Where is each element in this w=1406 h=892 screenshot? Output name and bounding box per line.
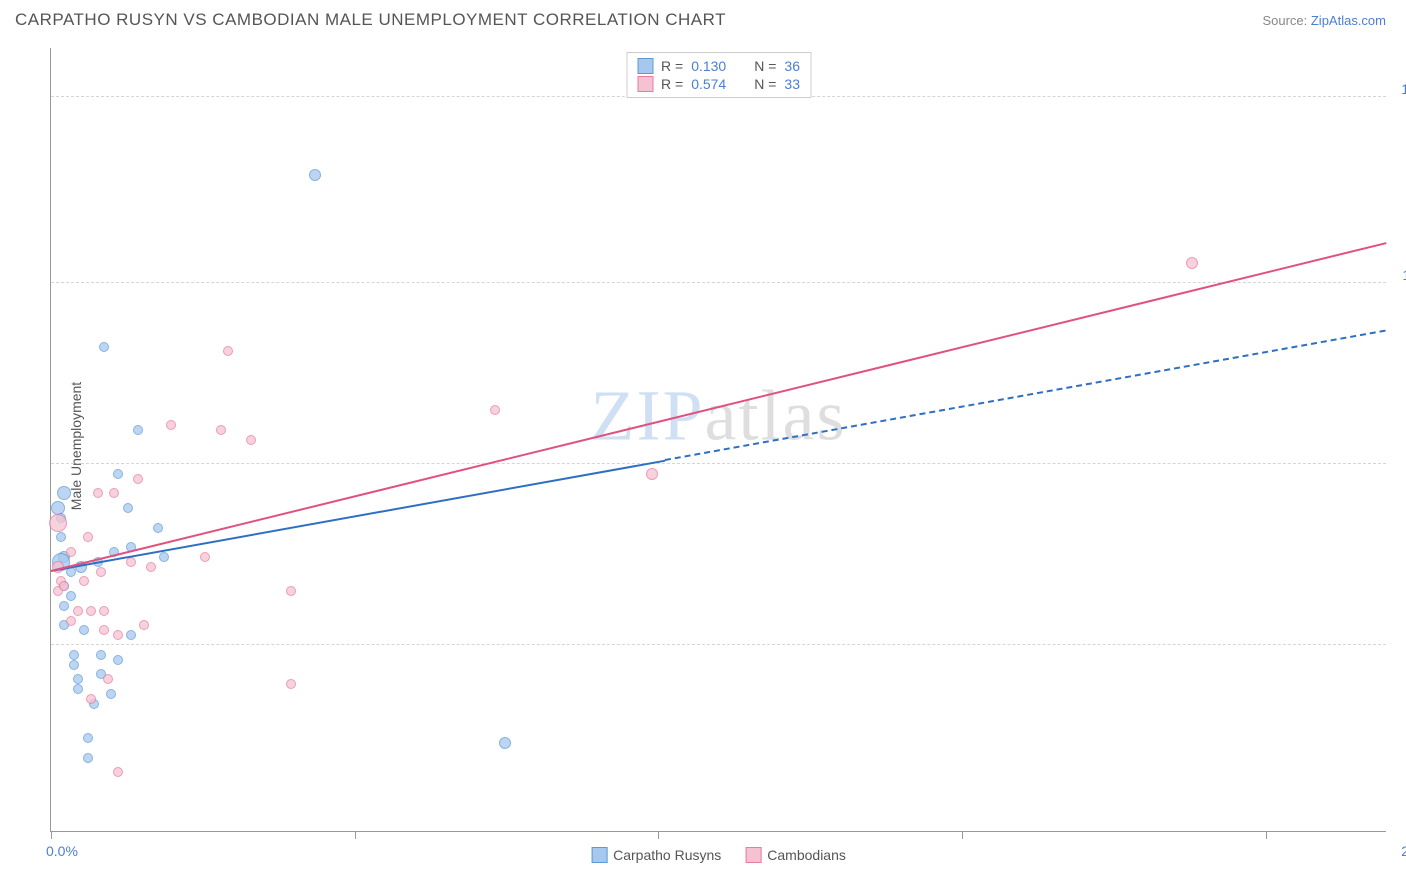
scatter-point (113, 630, 123, 640)
scatter-point (86, 606, 96, 616)
legend-label: Cambodians (767, 847, 846, 863)
scatter-point (113, 655, 123, 665)
scatter-point (93, 488, 103, 498)
source-attribution: Source: ZipAtlas.com (1262, 13, 1386, 28)
scatter-point (73, 684, 83, 694)
scatter-point (56, 532, 66, 542)
scatter-point (646, 468, 658, 480)
x-tick (51, 831, 52, 839)
scatter-point (123, 503, 133, 513)
scatter-point (499, 737, 511, 749)
n-label: N = (754, 58, 776, 74)
chart-header: CARPATHO RUSYN VS CAMBODIAN MALE UNEMPLO… (0, 0, 1406, 35)
scatter-point (66, 616, 76, 626)
scatter-point (113, 469, 123, 479)
r-value: 0.130 (691, 58, 726, 74)
scatter-point (96, 650, 106, 660)
x-max-label: 20.0% (1401, 843, 1406, 859)
scatter-point (106, 689, 116, 699)
scatter-point (69, 660, 79, 670)
r-label: R = (661, 76, 683, 92)
correlation-row: R = 0.574 N = 33 (637, 75, 800, 93)
scatter-point (223, 346, 233, 356)
scatter-point (286, 586, 296, 596)
scatter-point (139, 620, 149, 630)
scatter-point (83, 753, 93, 763)
scatter-point (113, 767, 123, 777)
correlation-legend: R = 0.130 N = 36 R = 0.574 N = 33 (626, 52, 811, 98)
scatter-point (99, 625, 109, 635)
legend-label: Carpatho Rusyns (613, 847, 721, 863)
scatter-point (99, 606, 109, 616)
watermark: ZIPatlas (591, 375, 847, 458)
legend-item: Carpatho Rusyns (591, 847, 721, 863)
scatter-point (1186, 257, 1198, 269)
scatter-point (73, 606, 83, 616)
legend-swatch (745, 847, 761, 863)
legend-swatch (637, 76, 653, 92)
scatter-point (246, 435, 256, 445)
x-tick (658, 831, 659, 839)
regression-line (51, 242, 1386, 572)
correlation-row: R = 0.130 N = 36 (637, 57, 800, 75)
gridline (51, 463, 1386, 464)
chart-title: CARPATHO RUSYN VS CAMBODIAN MALE UNEMPLO… (15, 10, 726, 30)
scatter-point (49, 514, 67, 532)
regression-line (665, 330, 1386, 461)
scatter-point (79, 576, 89, 586)
scatter-point (153, 523, 163, 533)
scatter-point (103, 674, 113, 684)
legend-item: Cambodians (745, 847, 846, 863)
scatter-point (59, 601, 69, 611)
scatter-point (73, 674, 83, 684)
scatter-chart: ZIPatlas 3.8%7.5%11.2%15.0%0.0%20.0%R =0… (50, 48, 1386, 832)
scatter-point (309, 169, 321, 181)
legend-swatch (591, 847, 607, 863)
legend-swatch (637, 58, 653, 74)
scatter-point (109, 488, 119, 498)
r-label: R = (661, 58, 683, 74)
n-label: N = (754, 76, 776, 92)
x-tick (355, 831, 356, 839)
watermark-atlas: atlas (705, 376, 847, 456)
scatter-point (79, 625, 89, 635)
scatter-point (66, 591, 76, 601)
series-legend: Carpatho Rusyns Cambodians (591, 847, 846, 863)
scatter-point (166, 420, 176, 430)
x-tick (962, 831, 963, 839)
scatter-point (99, 342, 109, 352)
source-link[interactable]: ZipAtlas.com (1311, 13, 1386, 28)
scatter-point (490, 405, 500, 415)
scatter-point (146, 562, 156, 572)
scatter-point (126, 557, 136, 567)
scatter-point (83, 532, 93, 542)
scatter-point (133, 474, 143, 484)
scatter-point (286, 679, 296, 689)
y-tick-label: 11.2% (1402, 267, 1406, 283)
scatter-point (96, 567, 106, 577)
n-value: 36 (784, 58, 800, 74)
gridline (51, 282, 1386, 283)
scatter-point (200, 552, 210, 562)
r-value: 0.574 (691, 76, 726, 92)
scatter-point (83, 733, 93, 743)
scatter-point (59, 581, 69, 591)
gridline (51, 644, 1386, 645)
x-tick (1266, 831, 1267, 839)
scatter-point (133, 425, 143, 435)
scatter-point (66, 547, 76, 557)
scatter-point (126, 630, 136, 640)
regression-line (51, 459, 665, 571)
scatter-point (57, 486, 71, 500)
source-prefix: Source: (1262, 13, 1310, 28)
scatter-point (216, 425, 226, 435)
scatter-point (159, 552, 169, 562)
scatter-point (86, 694, 96, 704)
x-min-label: 0.0% (46, 843, 78, 859)
n-value: 33 (784, 76, 800, 92)
scatter-point (69, 650, 79, 660)
y-tick-label: 15.0% (1401, 81, 1406, 97)
